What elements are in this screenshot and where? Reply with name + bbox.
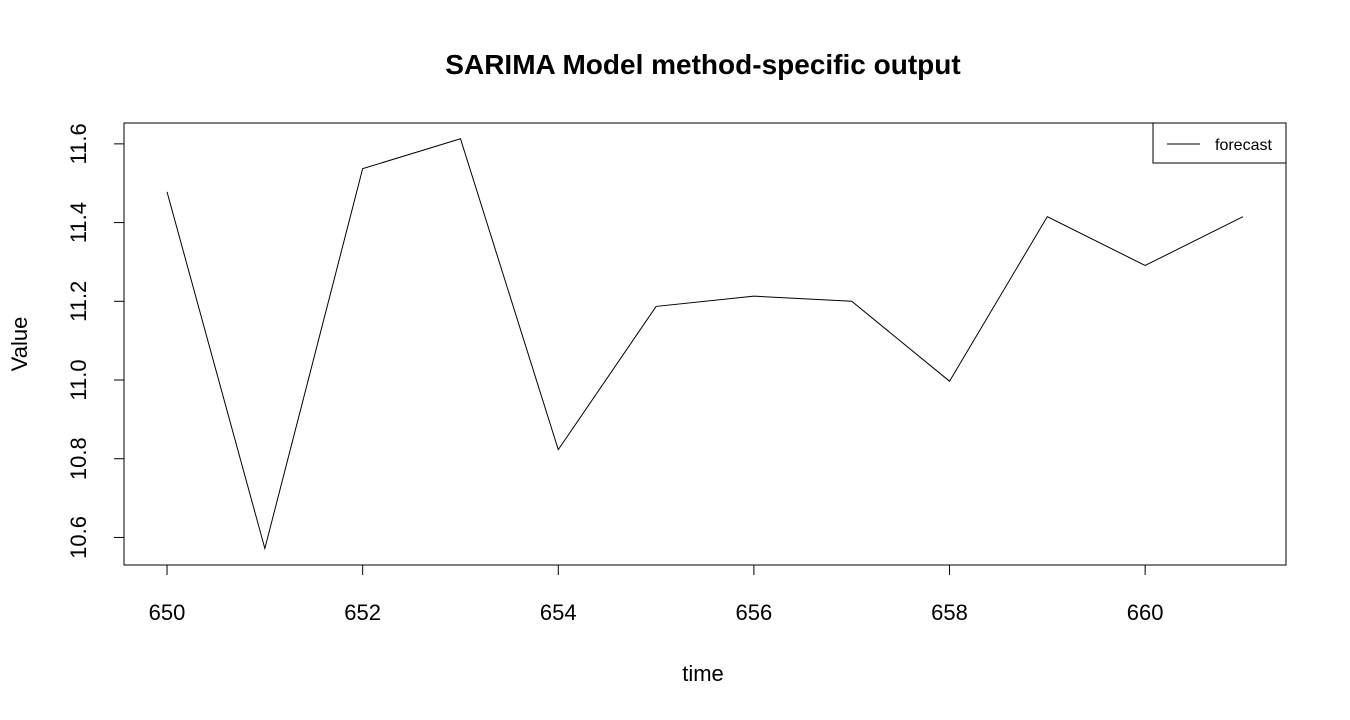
y-tick-label: 11.2 bbox=[66, 281, 91, 322]
y-tick-label: 10.6 bbox=[66, 516, 91, 559]
line-series bbox=[166, 138, 1244, 551]
x-tick-label: 652 bbox=[344, 600, 381, 625]
y-tick-label: 10.8 bbox=[66, 437, 91, 480]
x-tick-label: 650 bbox=[149, 600, 186, 625]
legend-label: forecast bbox=[1215, 137, 1272, 154]
x-tick-label: 656 bbox=[736, 600, 773, 625]
x-tick-label: 660 bbox=[1127, 600, 1164, 625]
legend-box bbox=[1152, 122, 1287, 164]
x-tick-label: 658 bbox=[931, 600, 968, 625]
y-tick-label: 11.4 bbox=[66, 202, 91, 243]
y-tick-label: 11.6 bbox=[66, 123, 91, 164]
x-axis-label: time bbox=[682, 661, 724, 686]
x-tick-label: 654 bbox=[540, 600, 577, 625]
y-axis-label: Value bbox=[7, 317, 32, 372]
y-tick-label: 11.0 bbox=[66, 359, 91, 400]
chart-title: SARIMA Model method-specific output bbox=[445, 49, 960, 80]
